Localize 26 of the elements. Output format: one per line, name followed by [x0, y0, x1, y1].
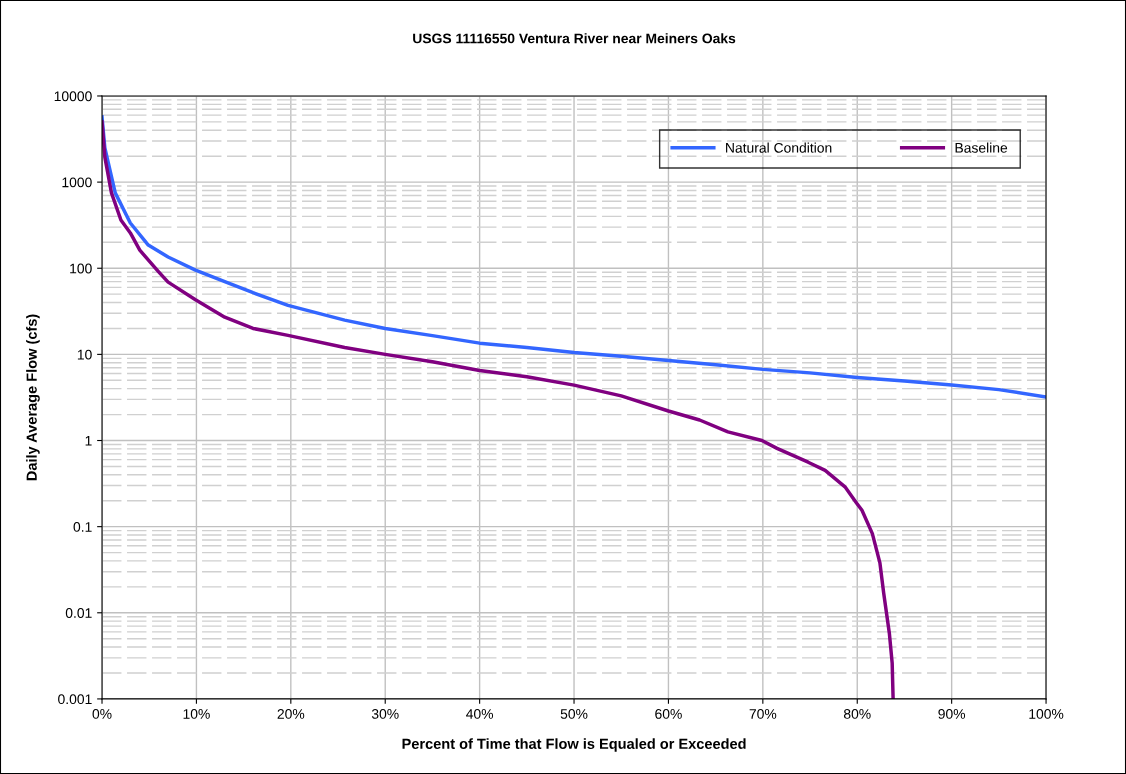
x-tick-label: 100%: [1029, 709, 1064, 719]
x-tick-label: 40%: [466, 709, 494, 719]
x-tick-label: 80%: [843, 709, 871, 719]
x-tick-label: 70%: [749, 709, 777, 719]
x-tick-label: 30%: [371, 709, 399, 719]
y-tick-label: 0.01: [65, 608, 92, 618]
y-tick-label: 10000: [54, 91, 92, 102]
x-tick-label: 20%: [277, 709, 305, 719]
y-tick-label: 0.001: [58, 694, 92, 705]
line-series: [102, 120, 895, 699]
y-tick-label: 1: [85, 435, 92, 446]
y-tick-label: 1000: [62, 177, 92, 188]
legend-label: Natural Condition: [726, 142, 832, 153]
y-axis-title: Daily Average Flow (cfs): [26, 314, 40, 481]
line-series: [102, 115, 1047, 399]
legend-label: Baseline: [955, 142, 1008, 153]
chart-title: USGS 11116550 Ventura River near Meiners Oaks: [413, 33, 736, 44]
x-tick-label: 0%: [92, 709, 112, 719]
x-tick-label: 50%: [560, 709, 588, 719]
x-tick-label: 90%: [938, 709, 966, 719]
y-tick-label: 100: [70, 263, 92, 274]
x-axis-title: Percent of Time that Flow is Equaled or Exceeded: [402, 738, 746, 752]
x-tick-label: 10%: [183, 709, 210, 719]
y-tick-label: 0.1: [73, 521, 92, 532]
y-tick-label: 10: [77, 349, 92, 360]
x-tick-label: 60%: [655, 709, 682, 719]
